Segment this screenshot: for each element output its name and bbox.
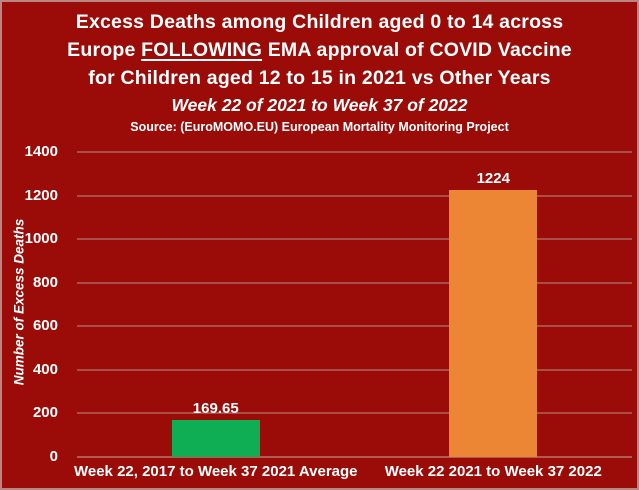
- x-axis-baseline: [77, 456, 632, 458]
- bar-value-label-1: 1224: [476, 170, 510, 188]
- chart-title-line2-underlined: FOLLOWING: [141, 39, 263, 61]
- bar-1: [449, 190, 538, 457]
- y-tick-label-0: 0: [49, 448, 58, 465]
- gridline-1000: [77, 238, 632, 241]
- gridline-200: [77, 412, 632, 415]
- chart-subtitle: Week 22 of 2021 to Week 37 of 2022: [171, 95, 468, 115]
- chart-title-line2-prefix: Europe: [67, 39, 142, 61]
- x-category-label-1: Week 22 2021 to Week 37 2022: [384, 463, 602, 480]
- chart-title-line2-suffix: EMA approval of COVID Vaccine: [262, 39, 572, 61]
- gridline-800: [77, 281, 632, 284]
- gridline-600: [77, 325, 632, 328]
- x-category-label-0: Week 22, 2017 to Week 37 2021 Average: [73, 463, 358, 480]
- chart-title-line3: for Children aged 12 to 15 in 2021 vs Ot…: [2, 64, 637, 92]
- gridline-400: [77, 368, 632, 371]
- y-tick-label-200: 200: [32, 404, 58, 422]
- chart-title-line1-text: Excess Deaths among Children aged 0 to 1…: [75, 11, 564, 33]
- chart-title-line2: Europe FOLLOWING EMA approval of COVID V…: [2, 36, 637, 64]
- y-tick-label-600: 600: [32, 317, 58, 335]
- y-tick-label-1400: 1400: [24, 143, 58, 160]
- gridline-1400: [77, 151, 632, 153]
- bar-0: [171, 420, 260, 457]
- gridline-1200: [77, 194, 632, 197]
- chart-source: Source: (EuroMOMO.EU) European Mortality…: [130, 120, 509, 134]
- chart-title-line1: Excess Deaths among Children aged 0 to 1…: [2, 8, 637, 36]
- y-tick-label-1200: 1200: [24, 186, 58, 204]
- bar-value-label-0: 169.65: [192, 400, 239, 418]
- chart-title-line3-text: for Children aged 12 to 15 in 2021 vs Ot…: [88, 67, 551, 89]
- title-block: Excess Deaths among Children aged 0 to 1…: [2, 8, 637, 137]
- y-tick-label-1000: 1000: [24, 230, 58, 248]
- y-tick-label-400: 400: [32, 360, 58, 378]
- y-tick-label-800: 800: [32, 273, 58, 291]
